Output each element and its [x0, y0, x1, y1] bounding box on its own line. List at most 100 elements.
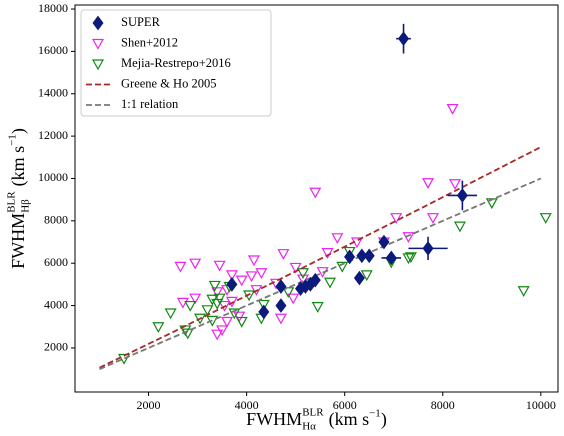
label-sup: BLR [302, 407, 324, 419]
x-tick-label: 4000 [235, 398, 259, 412]
legend-label: Greene & Ho 2005 [121, 76, 216, 90]
point [275, 279, 287, 294]
point [174, 261, 187, 273]
point [539, 213, 552, 224]
point [356, 248, 368, 264]
label-end: ) [381, 409, 387, 430]
point [353, 270, 365, 286]
y-tick-label: 4000 [44, 297, 68, 311]
point [189, 258, 202, 270]
point [250, 285, 263, 296]
point [235, 275, 248, 287]
point [360, 270, 373, 282]
point [402, 253, 415, 265]
point [390, 213, 403, 224]
point [404, 252, 417, 264]
point [206, 294, 219, 306]
point [220, 316, 234, 328]
fit-line [99, 146, 542, 369]
x-axis-label: FWHM BLR Hα (km s −1) [246, 407, 387, 433]
point [118, 353, 131, 365]
legend-label: 1:1 relation [121, 97, 179, 111]
point [211, 287, 224, 299]
point [344, 249, 356, 265]
point [287, 293, 300, 305]
point [225, 270, 238, 282]
x-tick-label: 6000 [333, 398, 357, 412]
legend-marker [92, 15, 104, 31]
point [194, 313, 207, 325]
label-text: FWHM [8, 213, 28, 269]
point [226, 277, 238, 292]
y-tick-label: 12000 [38, 128, 68, 142]
fit-line [99, 177, 542, 370]
point [289, 262, 302, 274]
x-tick-label: 8000 [431, 398, 455, 412]
legend-marker [91, 59, 105, 71]
point [235, 316, 248, 328]
point [216, 325, 229, 337]
label-unit: (km s [329, 409, 370, 430]
point [343, 246, 356, 258]
point [456, 188, 468, 203]
point [446, 103, 459, 115]
point [402, 232, 415, 243]
point [211, 329, 224, 341]
point [453, 221, 466, 233]
y-tick-label: 6000 [44, 255, 68, 269]
point [363, 248, 375, 264]
point [331, 233, 344, 245]
point [277, 249, 290, 260]
x-tick-label: 2000 [137, 398, 161, 412]
point [245, 271, 258, 283]
point [213, 260, 226, 272]
point [184, 300, 197, 312]
legend-label: Shen+2012 [121, 35, 178, 49]
label-exp: −1 [7, 134, 19, 146]
point [189, 293, 202, 305]
point [517, 286, 530, 297]
point [258, 304, 270, 320]
legend-label: Mejia-Restrepo+2016 [121, 56, 231, 70]
point [323, 277, 337, 289]
legend-box [80, 9, 272, 117]
label-unit: (km s [8, 146, 29, 187]
point [296, 268, 310, 279]
point [282, 287, 295, 299]
y-tick-label: 14000 [38, 86, 68, 100]
legend-marker [91, 38, 105, 50]
label-sub: Hα [302, 421, 316, 433]
label-sub: Hβ [20, 199, 32, 213]
point [274, 313, 287, 325]
point [422, 178, 435, 189]
y-tick-label: 18000 [38, 1, 68, 15]
point [228, 308, 241, 320]
label-exp: −1 [369, 408, 381, 420]
label-text: FWHM [246, 409, 302, 429]
point [449, 179, 462, 191]
legend-label: SUPER [121, 15, 161, 29]
point [309, 187, 322, 199]
point [208, 280, 221, 292]
point [181, 328, 194, 340]
point [257, 299, 270, 311]
x-tick-label: 10000 [526, 398, 556, 412]
point [225, 296, 238, 308]
point [218, 300, 231, 312]
point [385, 250, 397, 266]
point [275, 298, 287, 313]
y-tick-label: 2000 [44, 340, 68, 354]
point [201, 305, 214, 317]
point [426, 213, 439, 224]
label-text: FWHM BLR Hα (km s −1) [246, 407, 387, 433]
point [309, 272, 321, 288]
point [164, 308, 177, 320]
y-tick-label: 10000 [38, 170, 68, 184]
point [398, 31, 410, 47]
point [255, 268, 268, 279]
y-tick-label: 16000 [38, 43, 68, 57]
point [213, 293, 226, 305]
